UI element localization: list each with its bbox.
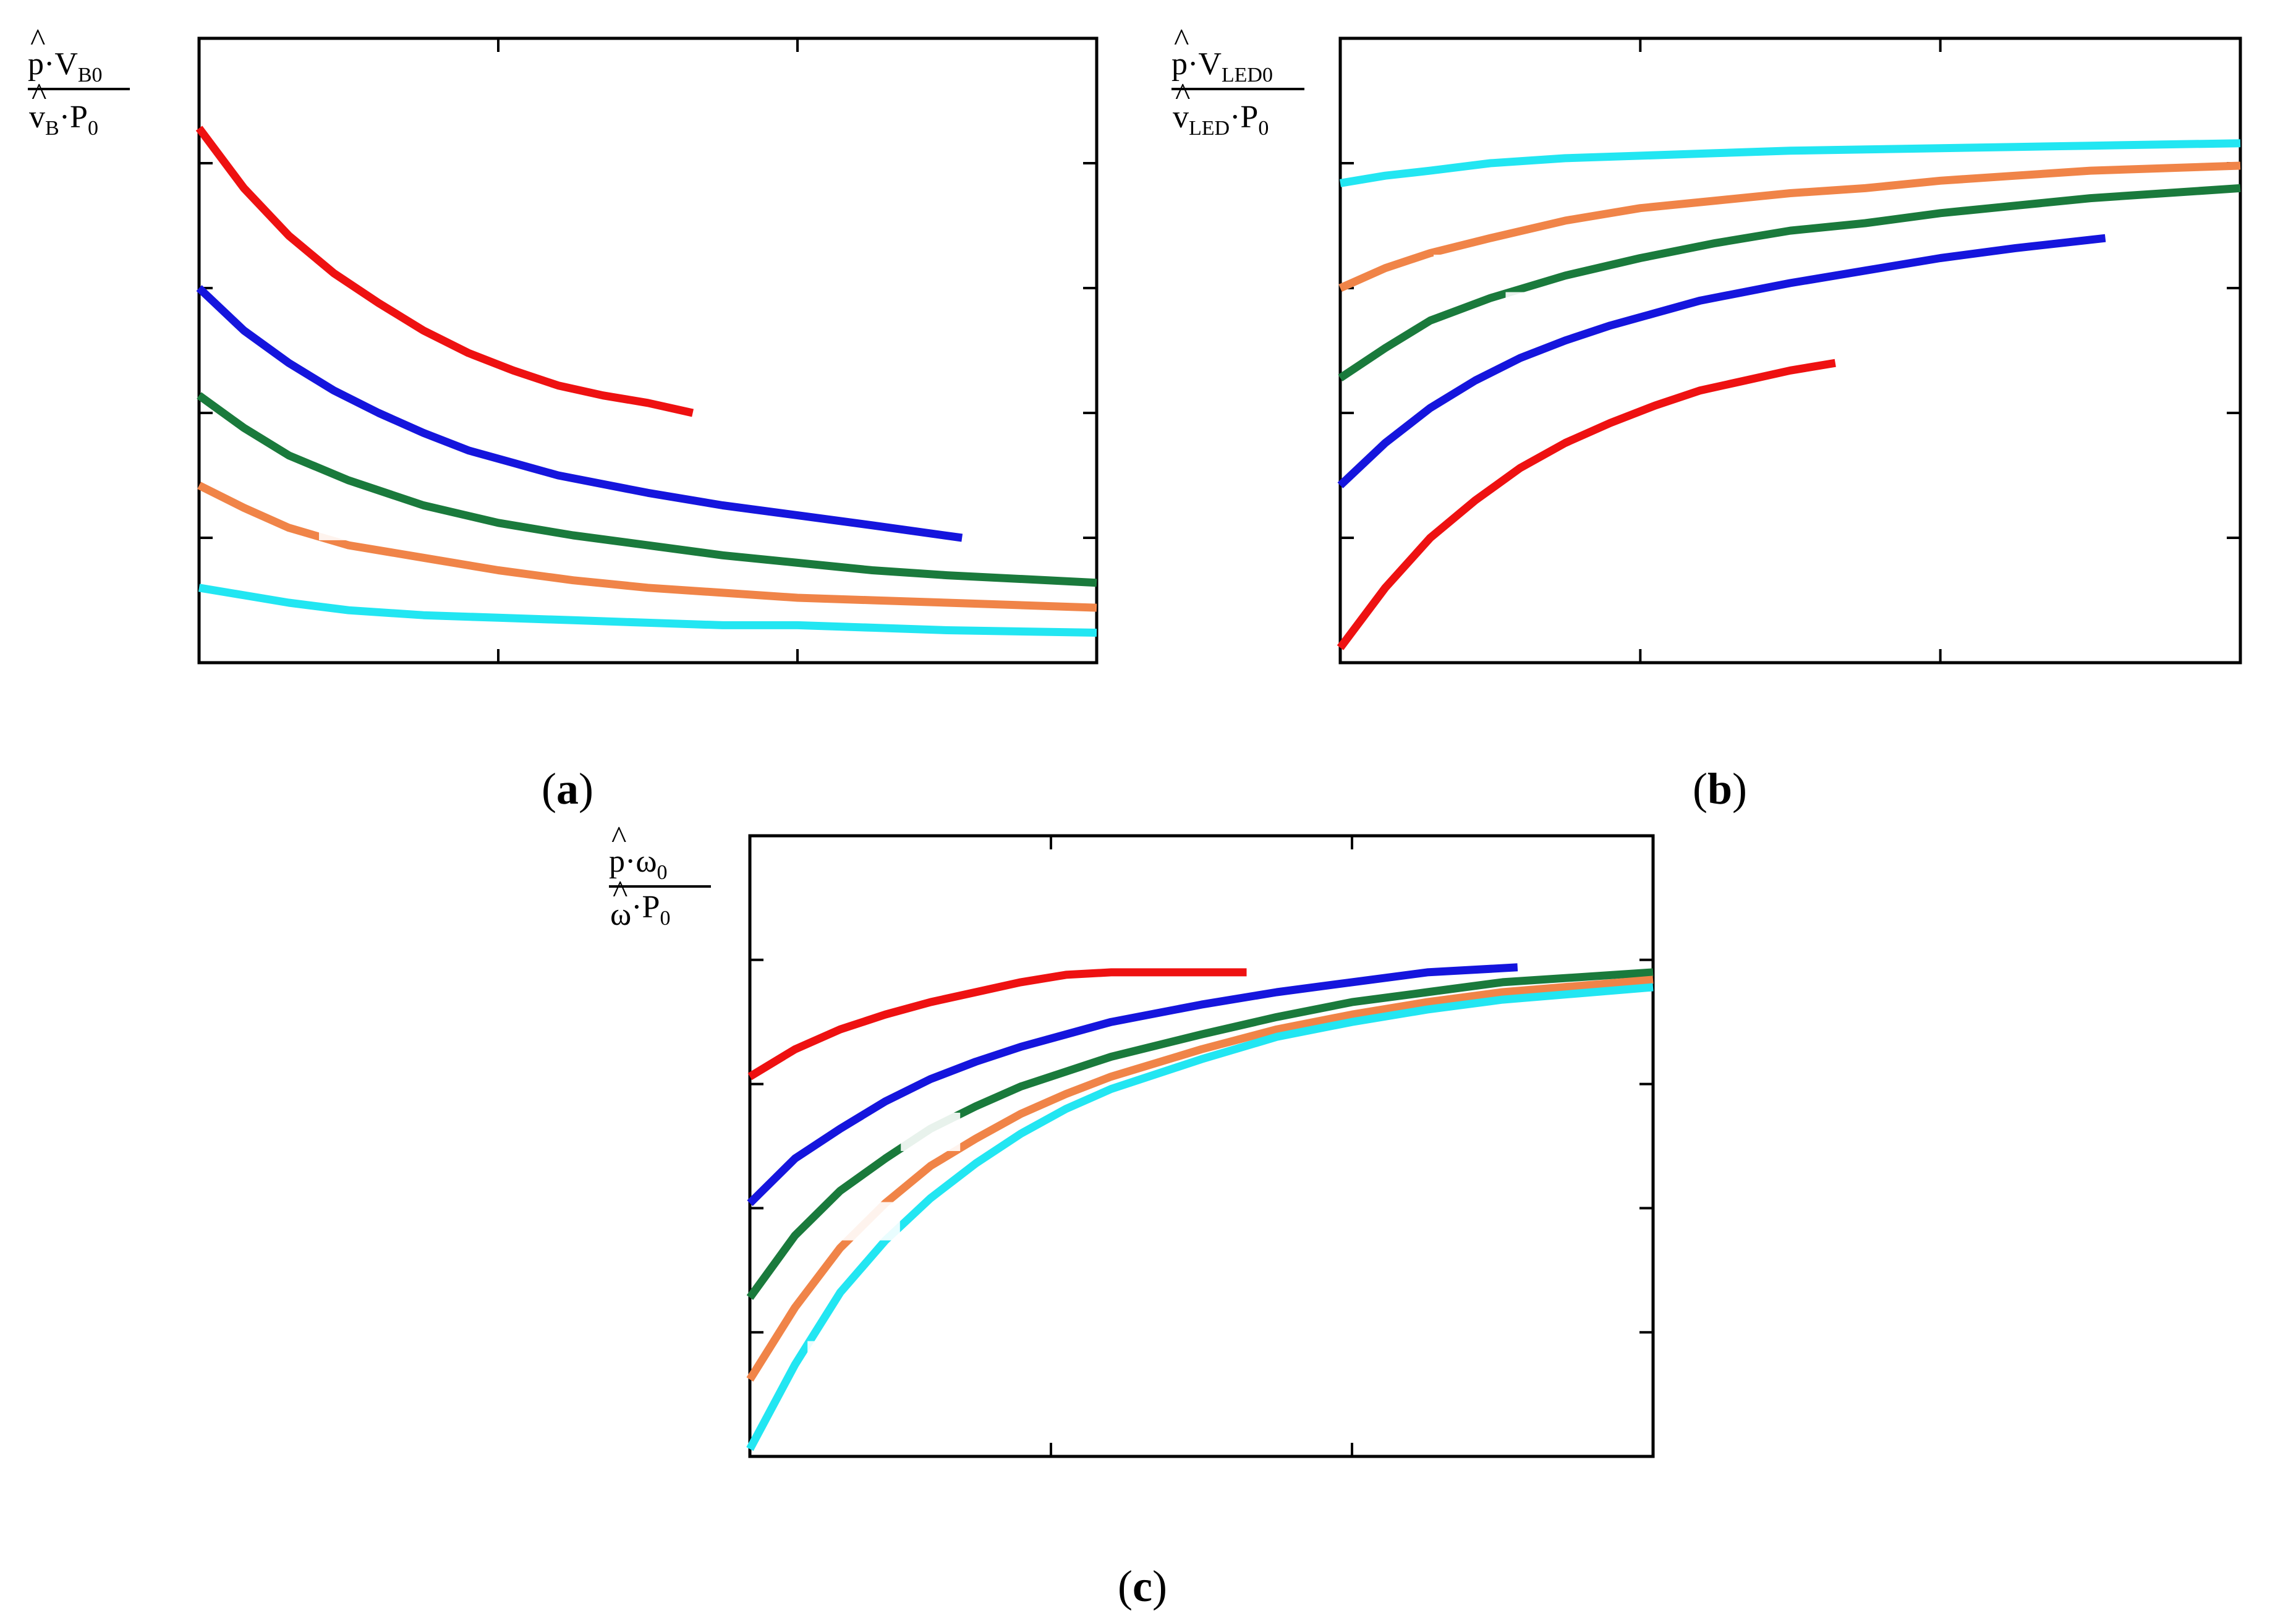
series-line-kappa-1-4 bbox=[747, 963, 1518, 1207]
series-line-kappa-1-8 bbox=[1338, 161, 2241, 292]
series-line-kappa-1-2 bbox=[195, 125, 694, 417]
y-label-denominator: vB·P0 bbox=[29, 100, 98, 140]
series-line-kappa-2 bbox=[746, 983, 1654, 1451]
y-label-denominator: ω·P0 bbox=[610, 890, 670, 932]
curve-label-bg bbox=[513, 407, 573, 446]
y-label-numerator: p·VB0 bbox=[28, 46, 103, 87]
plot-frame bbox=[197, 36, 1099, 665]
series-line-kappa-2 bbox=[198, 584, 1097, 637]
series-line-kappa-1-2 bbox=[1337, 359, 1836, 650]
panel-label: (b) bbox=[1693, 764, 1747, 814]
curve-label-bg bbox=[1358, 189, 1418, 228]
series-line-kappa-1-6 bbox=[1338, 184, 2241, 381]
y-label-numerator: p·ω0 bbox=[609, 844, 668, 884]
panel-a: p·VB0^vB·P0^(a) bbox=[28, 23, 1099, 814]
curve-label-bg bbox=[976, 931, 1035, 970]
curve-label-bg bbox=[1433, 254, 1493, 293]
panel-label: (c) bbox=[1118, 1562, 1167, 1611]
curve-label-bg bbox=[1505, 292, 1565, 331]
curve-label-bg bbox=[626, 352, 686, 391]
plot-frame bbox=[1338, 36, 2242, 665]
series-line-kappa-1-6 bbox=[746, 968, 1654, 1300]
panel-b: p·VLED0^vLED·P0^(b) bbox=[1171, 23, 2242, 814]
curve-label-bg bbox=[916, 1018, 976, 1057]
curve-label-bg bbox=[901, 1112, 961, 1151]
y-axis-label: p·VB0^vB·P0^ bbox=[28, 23, 130, 140]
curve-label-bg bbox=[1768, 389, 1828, 428]
series-line-kappa-2 bbox=[1339, 139, 2241, 187]
series-line-kappa-1-6 bbox=[197, 392, 1097, 587]
curve-label-bg bbox=[319, 501, 378, 540]
hat-mark: ^ bbox=[32, 77, 46, 113]
hat-mark: ^ bbox=[613, 875, 627, 910]
series-line-kappa-1-8 bbox=[197, 482, 1097, 612]
y-label-denominator: vLED·P0 bbox=[1173, 100, 1269, 140]
plot-frame bbox=[748, 834, 1655, 1458]
panel-label: (a) bbox=[542, 764, 593, 814]
hat-mark: ^ bbox=[611, 820, 626, 856]
series-line-kappa-1-4 bbox=[1337, 234, 2106, 488]
y-axis-label: p·ω0^ω·P0^ bbox=[609, 820, 711, 932]
panel-c: p·ω0^ω·P0^(c) bbox=[609, 820, 1655, 1611]
y-axis-label: p·VLED0^vLED·P0^ bbox=[1171, 23, 1304, 140]
series-line-kappa-1-2 bbox=[747, 968, 1247, 1081]
y-label-numerator: p·VLED0 bbox=[1171, 46, 1273, 87]
series-line-kappa-1-4 bbox=[196, 285, 963, 542]
curve-label-bg bbox=[840, 1202, 900, 1241]
hat-mark: ^ bbox=[1174, 23, 1189, 58]
series-line-kappa-1-8 bbox=[746, 975, 1654, 1382]
hat-mark: ^ bbox=[30, 23, 45, 58]
curve-label-bg bbox=[807, 1341, 867, 1380]
curve-label-bg bbox=[226, 549, 286, 588]
curve-label-bg bbox=[1625, 329, 1685, 368]
hat-mark: ^ bbox=[1175, 77, 1190, 113]
curve-label-bg bbox=[416, 457, 476, 496]
